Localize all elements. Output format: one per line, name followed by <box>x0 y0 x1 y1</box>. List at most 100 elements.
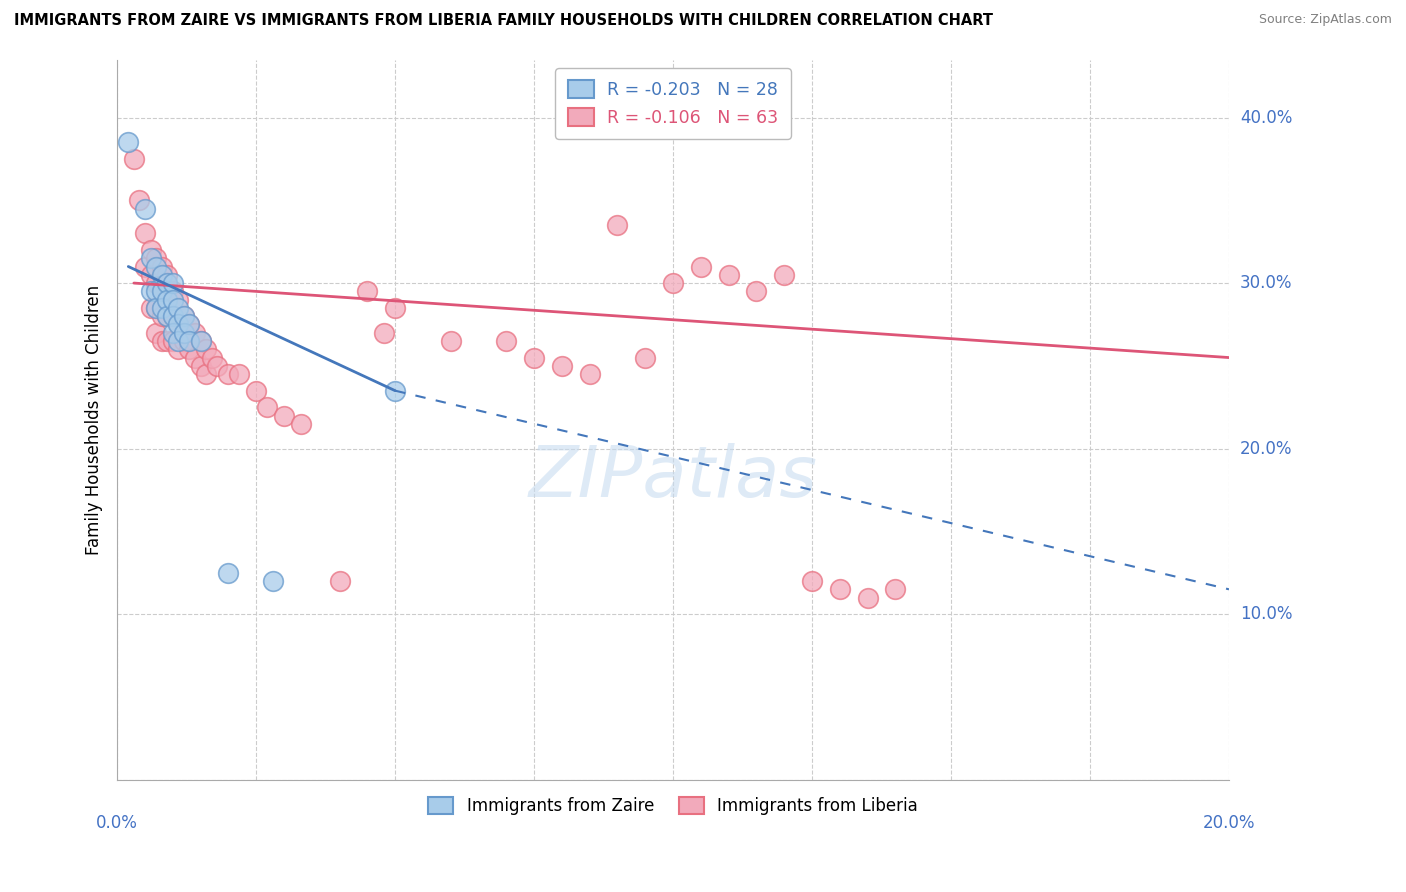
Point <box>150 260 173 274</box>
Point <box>256 401 278 415</box>
Point <box>150 301 173 315</box>
Point <box>662 276 685 290</box>
Point <box>167 343 190 357</box>
Point <box>745 285 768 299</box>
Point <box>717 268 740 282</box>
Point <box>122 152 145 166</box>
Point <box>156 276 179 290</box>
Point <box>145 252 167 266</box>
Point <box>179 334 201 348</box>
Point <box>207 359 229 373</box>
Point <box>134 202 156 216</box>
Point <box>139 301 162 315</box>
Point <box>356 285 378 299</box>
Point <box>139 243 162 257</box>
Text: 20.0%: 20.0% <box>1202 814 1256 832</box>
Point <box>156 309 179 323</box>
Point <box>167 334 190 348</box>
Point <box>167 293 190 307</box>
Point <box>262 574 284 588</box>
Point <box>167 301 190 315</box>
Point <box>773 268 796 282</box>
Legend: Immigrants from Zaire, Immigrants from Liberia: Immigrants from Zaire, Immigrants from L… <box>422 790 925 822</box>
Point <box>884 582 907 597</box>
Point <box>373 326 395 340</box>
Point <box>201 351 224 365</box>
Point <box>384 384 406 398</box>
Point <box>228 367 250 381</box>
Point <box>156 285 179 299</box>
Text: 30.0%: 30.0% <box>1240 274 1292 292</box>
Point <box>156 293 179 307</box>
Point <box>156 268 179 282</box>
Point <box>150 285 173 299</box>
Point <box>128 194 150 208</box>
Text: Source: ZipAtlas.com: Source: ZipAtlas.com <box>1258 13 1392 27</box>
Point <box>150 334 173 348</box>
Text: 20.0%: 20.0% <box>1240 440 1292 458</box>
Point <box>162 334 184 348</box>
Point <box>150 268 173 282</box>
Point <box>145 301 167 315</box>
Point <box>145 285 167 299</box>
Point <box>173 326 195 340</box>
Point <box>145 276 167 290</box>
Point <box>523 351 546 365</box>
Text: IMMIGRANTS FROM ZAIRE VS IMMIGRANTS FROM LIBERIA FAMILY HOUSEHOLDS WITH CHILDREN: IMMIGRANTS FROM ZAIRE VS IMMIGRANTS FROM… <box>14 13 993 29</box>
Point <box>145 301 167 315</box>
Point <box>167 318 190 332</box>
Point <box>179 343 201 357</box>
Point <box>689 260 711 274</box>
Point <box>634 351 657 365</box>
Point <box>290 417 312 431</box>
Point <box>195 343 218 357</box>
Point <box>139 268 162 282</box>
Point <box>856 591 879 605</box>
Text: ZIPatlas: ZIPatlas <box>529 442 817 512</box>
Point <box>145 260 167 274</box>
Point <box>156 334 179 348</box>
Point <box>117 136 139 150</box>
Point <box>328 574 350 588</box>
Point <box>245 384 267 398</box>
Point <box>139 285 162 299</box>
Point <box>150 309 173 323</box>
Point <box>173 309 195 323</box>
Point <box>139 252 162 266</box>
Point <box>190 334 212 348</box>
Point <box>384 301 406 315</box>
Point <box>606 218 628 232</box>
Point <box>173 309 195 323</box>
Point <box>162 285 184 299</box>
Point <box>195 367 218 381</box>
Point <box>173 334 195 348</box>
Point <box>162 309 184 323</box>
Point <box>162 326 184 340</box>
Point <box>801 574 824 588</box>
Point <box>134 260 156 274</box>
Point <box>134 227 156 241</box>
Point <box>162 309 184 323</box>
Text: 40.0%: 40.0% <box>1240 109 1292 127</box>
Point <box>156 309 179 323</box>
Point <box>184 351 207 365</box>
Point <box>495 334 517 348</box>
Text: 0.0%: 0.0% <box>96 814 138 832</box>
Point <box>578 367 600 381</box>
Point <box>273 409 295 423</box>
Point <box>145 326 167 340</box>
Point <box>179 318 201 332</box>
Point <box>217 566 239 580</box>
Point <box>551 359 574 373</box>
Point <box>440 334 463 348</box>
Point <box>217 367 239 381</box>
Point <box>150 285 173 299</box>
Point <box>828 582 851 597</box>
Point <box>162 276 184 290</box>
Point <box>190 334 212 348</box>
Point <box>179 318 201 332</box>
Point <box>162 293 184 307</box>
Point <box>190 359 212 373</box>
Point <box>167 318 190 332</box>
Text: 10.0%: 10.0% <box>1240 605 1292 624</box>
